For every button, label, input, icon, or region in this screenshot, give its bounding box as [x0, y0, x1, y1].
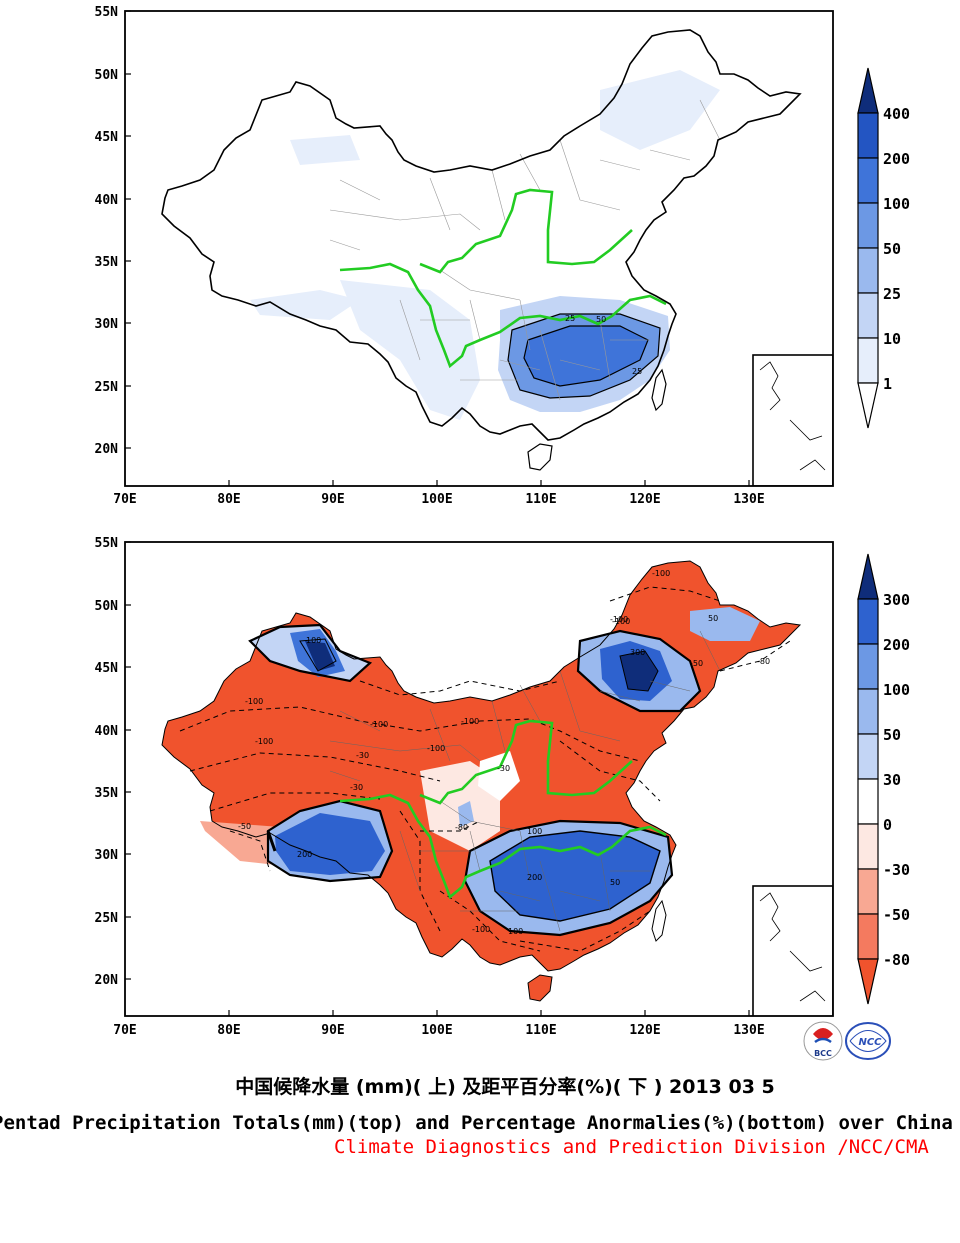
english-caption: Pentad Precipitation Totals(mm)(top) and…	[0, 1112, 953, 1134]
top-colorbar	[857, 67, 879, 429]
top-map: 25 50 25 70E 80E 90E 100E 110E 120E 130E…	[95, 5, 911, 507]
lat-tick-label: 40N	[95, 724, 119, 739]
lon-tick-label: 90E	[321, 492, 344, 507]
lat-tick-label: 40N	[95, 193, 119, 208]
top-colorbar-label: 200	[883, 150, 910, 168]
top-colorbar-label: 50	[883, 240, 901, 258]
bottom-map: -100 -100 -100 -100 -100 -100 -50 -80 -3…	[95, 536, 911, 1038]
lat-tick-label: 50N	[95, 68, 119, 83]
top-colorbar-label: 1	[883, 375, 892, 393]
bottom-contour-label: 100	[508, 927, 523, 936]
bottom-contour-label: 50	[610, 878, 620, 887]
lat-tick-label: 25N	[95, 380, 119, 395]
bottom-contour-label: 200	[527, 873, 542, 882]
bottom-colorbar-label: -50	[883, 906, 910, 924]
bottom-contour-label: -100	[461, 717, 479, 726]
bottom-contour-label: -30	[497, 764, 510, 773]
lon-tick-label: 120E	[629, 492, 660, 507]
lon-tick-label: 90E	[321, 1023, 344, 1038]
top-colorbar-label: 400	[883, 105, 910, 123]
bottom-contour-label: -80	[455, 823, 468, 832]
bottom-contour-label: 200	[297, 850, 312, 859]
ncc-logo: NCC	[845, 1022, 891, 1060]
lon-tick-label: 120E	[629, 1023, 660, 1038]
bottom-colorbar-label: 200	[883, 636, 910, 654]
bottom-contour-label: -50	[690, 659, 703, 668]
bottom-contour-label: 100	[527, 827, 542, 836]
bottom-contour-label: -100	[612, 617, 630, 626]
lat-tick-label: 55N	[95, 5, 119, 20]
bottom-contour-label: -100	[427, 744, 445, 753]
bottom-contour-label: -50	[238, 822, 251, 831]
lat-tick-label: 20N	[95, 973, 119, 988]
lon-tick-label: 130E	[733, 1023, 764, 1038]
maps-figure: 25 50 25 70E 80E 90E 100E 110E 120E 130E…	[95, 5, 911, 1061]
lat-tick-label: 30N	[95, 848, 119, 863]
lon-tick-label: 80E	[217, 492, 240, 507]
top-colorbar-label: 100	[883, 195, 910, 213]
top-contour-label: 25	[565, 314, 575, 323]
bottom-contour-label: 50	[708, 614, 718, 623]
top-contour-label: 50	[596, 315, 606, 324]
bottom-contour-label: -100	[610, 615, 628, 624]
lon-tick-label: 110E	[525, 1023, 556, 1038]
lat-tick-label: 30N	[95, 317, 119, 332]
lat-tick-label: 55N	[95, 536, 119, 551]
top-colorbar-label: 10	[883, 330, 901, 348]
bottom-colorbar-label: 0	[883, 816, 892, 834]
lat-tick-label: 35N	[95, 255, 119, 270]
bottom-contour-label: -30	[356, 751, 369, 760]
lat-tick-label: 25N	[95, 911, 119, 926]
bottom-colorbar-label: 100	[883, 681, 910, 699]
bottom-contour-label: -100	[472, 925, 490, 934]
bottom-colorbar-label: -80	[883, 951, 910, 969]
lat-tick-label: 20N	[95, 442, 119, 457]
bottom-colorbar-label: 50	[883, 726, 901, 744]
bcc-logo: BCC	[803, 1021, 843, 1061]
bottom-colorbar-label: 300	[883, 591, 910, 609]
lon-tick-label: 110E	[525, 492, 556, 507]
bottom-contour-label: -100	[255, 737, 273, 746]
lat-tick-label: 50N	[95, 599, 119, 614]
bottom-contour-label: -100	[245, 697, 263, 706]
bottom-contour-label: -100	[652, 569, 670, 578]
bottom-colorbar-label: 30	[883, 771, 901, 789]
bcc-logo-text: BCC	[814, 1049, 832, 1058]
lat-tick-label: 45N	[95, 130, 119, 145]
lon-tick-label: 70E	[113, 492, 136, 507]
ncc-logo-text: NCC	[858, 1037, 882, 1048]
top-colorbar-label: 25	[883, 285, 901, 303]
bottom-contour-label: -30	[350, 783, 363, 792]
lon-tick-label: 80E	[217, 1023, 240, 1038]
bottom-colorbar-label: -30	[883, 861, 910, 879]
bottom-contour-label: 300	[630, 648, 645, 657]
lon-tick-label: 100E	[421, 492, 452, 507]
division-caption: Climate Diagnostics and Prediction Divis…	[334, 1136, 929, 1158]
bottom-contour-labels: -100 -100 -100 -100 -100 -100 -50 -80 -3…	[238, 569, 770, 936]
bottom-colorbar	[857, 553, 879, 1005]
lon-tick-label: 130E	[733, 492, 764, 507]
chinese-caption: 中国候降水量 (mm)( 上) 及距平百分率(%)( 下 ) 2013 03 5	[235, 1076, 775, 1098]
lon-tick-label: 100E	[421, 1023, 452, 1038]
bottom-contour-label: -100	[370, 720, 388, 729]
lat-tick-label: 45N	[95, 661, 119, 676]
top-contour-label: 25	[632, 367, 642, 376]
bottom-contour-label: 100	[306, 636, 321, 645]
lat-tick-label: 35N	[95, 786, 119, 801]
bottom-contour-label: -80	[757, 657, 770, 666]
lon-tick-label: 70E	[113, 1023, 136, 1038]
